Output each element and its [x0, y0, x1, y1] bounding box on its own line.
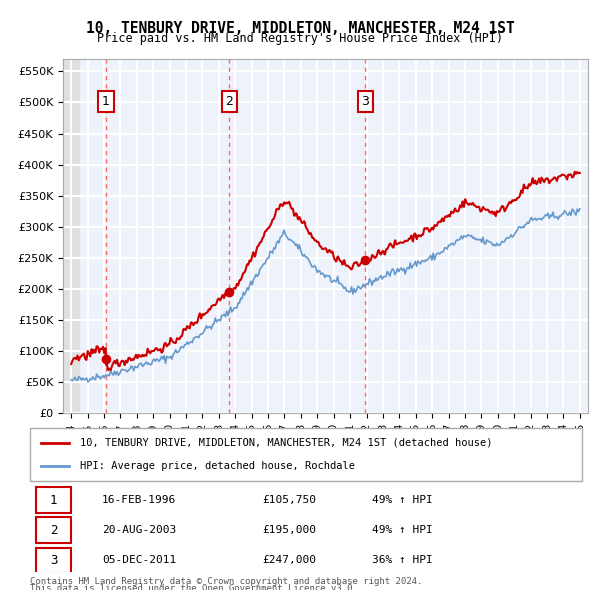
Text: 2: 2: [50, 524, 58, 537]
Text: 1: 1: [50, 494, 58, 507]
Text: This data is licensed under the Open Government Licence v3.0.: This data is licensed under the Open Gov…: [30, 584, 358, 590]
Text: £247,000: £247,000: [262, 555, 316, 565]
Text: 36% ↑ HPI: 36% ↑ HPI: [372, 555, 433, 565]
FancyBboxPatch shape: [30, 428, 582, 481]
Text: Price paid vs. HM Land Registry's House Price Index (HPI): Price paid vs. HM Land Registry's House …: [97, 32, 503, 45]
Text: 49% ↑ HPI: 49% ↑ HPI: [372, 495, 433, 505]
Text: 1: 1: [102, 95, 110, 108]
Text: 10, TENBURY DRIVE, MIDDLETON, MANCHESTER, M24 1ST: 10, TENBURY DRIVE, MIDDLETON, MANCHESTER…: [86, 21, 514, 35]
Text: 20-AUG-2003: 20-AUG-2003: [102, 525, 176, 535]
Text: 05-DEC-2011: 05-DEC-2011: [102, 555, 176, 565]
Text: Contains HM Land Registry data © Crown copyright and database right 2024.: Contains HM Land Registry data © Crown c…: [30, 577, 422, 586]
FancyBboxPatch shape: [35, 487, 71, 513]
Bar: [63, 59, 79, 413]
FancyBboxPatch shape: [35, 517, 71, 543]
Text: 3: 3: [361, 95, 369, 108]
Text: 16-FEB-1996: 16-FEB-1996: [102, 495, 176, 505]
Text: 3: 3: [50, 554, 58, 567]
Text: £105,750: £105,750: [262, 495, 316, 505]
Text: 49% ↑ HPI: 49% ↑ HPI: [372, 525, 433, 535]
FancyBboxPatch shape: [35, 548, 71, 573]
Text: 10, TENBURY DRIVE, MIDDLETON, MANCHESTER, M24 1ST (detached house): 10, TENBURY DRIVE, MIDDLETON, MANCHESTER…: [80, 438, 492, 448]
Text: 2: 2: [225, 95, 233, 108]
Text: HPI: Average price, detached house, Rochdale: HPI: Average price, detached house, Roch…: [80, 461, 355, 471]
Text: £195,000: £195,000: [262, 525, 316, 535]
